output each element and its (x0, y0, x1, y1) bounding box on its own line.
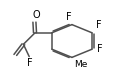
Text: Me: Me (73, 60, 86, 69)
Text: F: F (96, 44, 101, 54)
Text: F: F (27, 58, 32, 68)
Text: F: F (66, 12, 71, 22)
Text: F: F (95, 20, 101, 30)
Text: O: O (32, 10, 40, 20)
